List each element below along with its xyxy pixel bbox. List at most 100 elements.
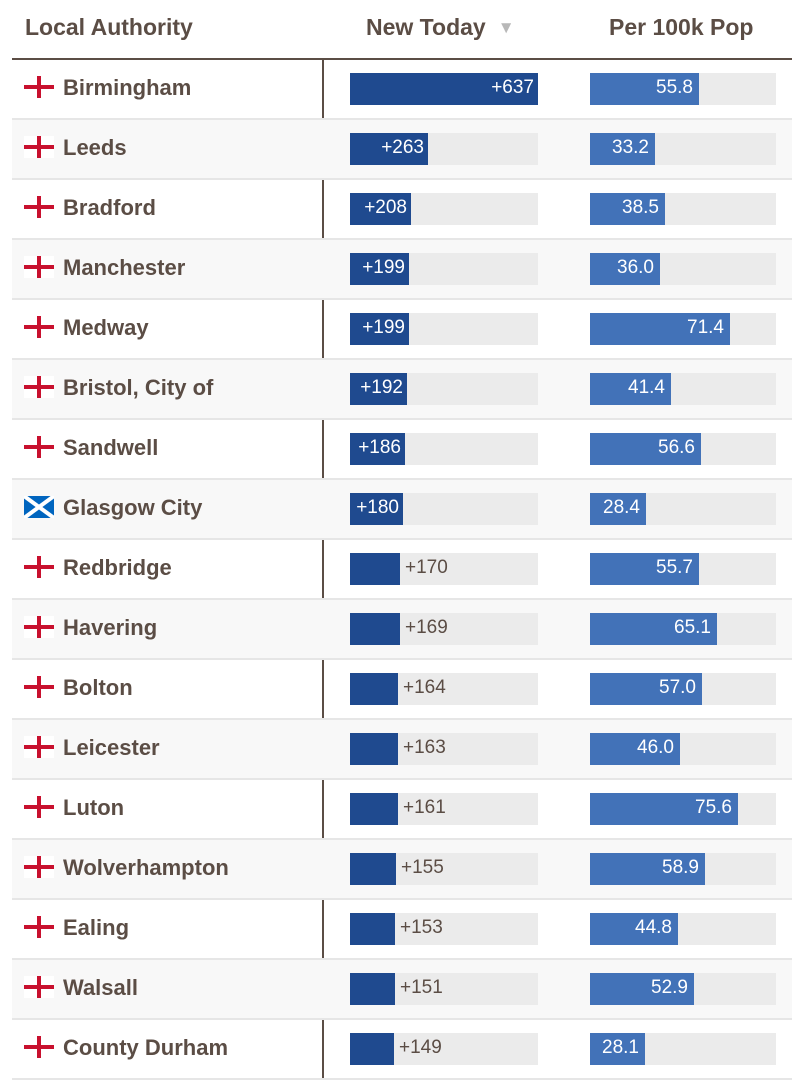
per-100k-value: 28.4 <box>603 497 640 518</box>
per-100k-value: 57.0 <box>659 677 696 698</box>
per-100k-track: 52.9 <box>590 973 776 1005</box>
table-row[interactable]: County Durham +149 28.1 <box>12 1020 792 1080</box>
per-100k-bar <box>590 973 694 1005</box>
new-today-bar <box>350 313 409 345</box>
authority-name: Sandwell <box>63 435 159 460</box>
new-today-value: +186 <box>358 437 401 458</box>
table-row[interactable]: Leeds +263 33.2 <box>12 120 792 180</box>
per-100k-track: 55.7 <box>590 553 776 585</box>
column-header-new-today[interactable]: New Today ▼ <box>366 14 515 41</box>
table-row[interactable]: Wolverhampton +155 58.9 <box>12 840 792 900</box>
authority-name: Leeds <box>63 135 127 160</box>
per-100k-value: 33.2 <box>612 137 649 158</box>
england-flag-icon <box>24 916 54 938</box>
england-flag-icon <box>24 856 54 878</box>
authority-name: Redbridge <box>63 555 172 580</box>
authority-name: Manchester <box>63 255 186 280</box>
authority-name: Bolton <box>63 675 133 700</box>
authority-name: Ealing <box>63 915 130 940</box>
new-today-value: +155 <box>401 857 444 878</box>
england-flag-icon <box>24 1036 54 1058</box>
new-today-track: +637 <box>350 73 538 105</box>
per-100k-value: 55.8 <box>656 77 693 98</box>
new-today-bar <box>350 493 403 525</box>
per-100k-bar <box>590 673 702 705</box>
table-row[interactable]: Birmingham +637 55.8 <box>12 60 792 120</box>
new-today-bar <box>350 853 396 885</box>
new-today-bar <box>350 553 400 585</box>
table-row[interactable]: Glasgow City +180 28.4 <box>12 480 792 540</box>
new-today-bar <box>350 793 398 825</box>
new-today-track: +192 <box>350 373 538 405</box>
per-100k-bar <box>590 853 705 885</box>
table-row[interactable]: Manchester +199 36.0 <box>12 240 792 300</box>
per-100k-track: 36.0 <box>590 253 776 285</box>
column-header-local-authority[interactable]: Local Authority <box>25 14 193 41</box>
new-today-track: +208 <box>350 193 538 225</box>
new-today-bar <box>350 133 428 165</box>
england-flag-icon <box>24 436 54 458</box>
per-100k-track: 41.4 <box>590 373 776 405</box>
per-100k-value: 41.4 <box>628 377 665 398</box>
table-row[interactable]: Sandwell +186 56.6 <box>12 420 792 480</box>
authority-name: Wolverhampton <box>63 855 229 880</box>
england-flag-icon <box>24 136 54 158</box>
new-today-value: +149 <box>399 1037 442 1058</box>
column-header-per-100k-pop[interactable]: Per 100k Pop <box>609 14 753 41</box>
per-100k-bar <box>590 253 660 285</box>
new-today-track: +161 <box>350 793 538 825</box>
table-row[interactable]: Havering +169 65.1 <box>12 600 792 660</box>
england-flag-icon <box>24 976 54 998</box>
authority-name: Bristol, City of <box>63 375 214 400</box>
new-today-bar <box>350 733 398 765</box>
new-today-value: +163 <box>403 737 446 758</box>
england-flag-icon <box>24 316 54 338</box>
per-100k-value: 75.6 <box>695 797 732 818</box>
per-100k-bar <box>590 493 646 525</box>
per-100k-bar <box>590 553 699 585</box>
column-header-label: Local Authority <box>25 14 193 40</box>
table-row[interactable]: Bradford +208 38.5 <box>12 180 792 240</box>
per-100k-bar <box>590 1033 645 1065</box>
scotland-flag-icon <box>24 496 54 518</box>
per-100k-track: 33.2 <box>590 133 776 165</box>
per-100k-value: 58.9 <box>662 857 699 878</box>
england-flag-icon <box>24 556 54 578</box>
england-flag-icon <box>24 736 54 758</box>
new-today-bar <box>350 613 400 645</box>
per-100k-value: 38.5 <box>622 197 659 218</box>
per-100k-value: 28.1 <box>602 1037 639 1058</box>
table-row[interactable]: Leicester +163 46.0 <box>12 720 792 780</box>
new-today-bar <box>350 1033 394 1065</box>
new-today-bar <box>350 73 538 105</box>
new-today-value: +161 <box>403 797 446 818</box>
new-today-track: +151 <box>350 973 538 1005</box>
new-today-track: +163 <box>350 733 538 765</box>
per-100k-value: 46.0 <box>637 737 674 758</box>
authority-name: Bradford <box>63 195 156 220</box>
per-100k-track: 65.1 <box>590 613 776 645</box>
table-row[interactable]: Redbridge +170 55.7 <box>12 540 792 600</box>
per-100k-track: 71.4 <box>590 313 776 345</box>
table-row[interactable]: Bristol, City of +192 41.4 <box>12 360 792 420</box>
per-100k-bar <box>590 73 699 105</box>
england-flag-icon <box>24 76 54 98</box>
new-today-value: +164 <box>403 677 446 698</box>
sort-down-triangle-icon[interactable]: ▼ <box>497 18 515 37</box>
table-row[interactable]: Ealing +153 44.8 <box>12 900 792 960</box>
new-today-bar <box>350 253 409 285</box>
per-100k-value: 36.0 <box>617 257 654 278</box>
table-header: Local Authority New Today ▼ Per 100k Pop <box>12 0 792 60</box>
authority-name: Havering <box>63 615 158 640</box>
table-row[interactable]: Luton +161 75.6 <box>12 780 792 840</box>
per-100k-value: 52.9 <box>651 977 688 998</box>
per-100k-value: 71.4 <box>687 317 724 338</box>
table-row[interactable]: Medway +199 71.4 <box>12 300 792 360</box>
authority-name: Walsall <box>63 975 138 1000</box>
authority-name: Birmingham <box>63 75 192 100</box>
new-today-track: +186 <box>350 433 538 465</box>
table-row[interactable]: Walsall +151 52.9 <box>12 960 792 1020</box>
per-100k-bar <box>590 793 738 825</box>
authority-name: Glasgow City <box>63 495 203 520</box>
table-row[interactable]: Bolton +164 57.0 <box>12 660 792 720</box>
